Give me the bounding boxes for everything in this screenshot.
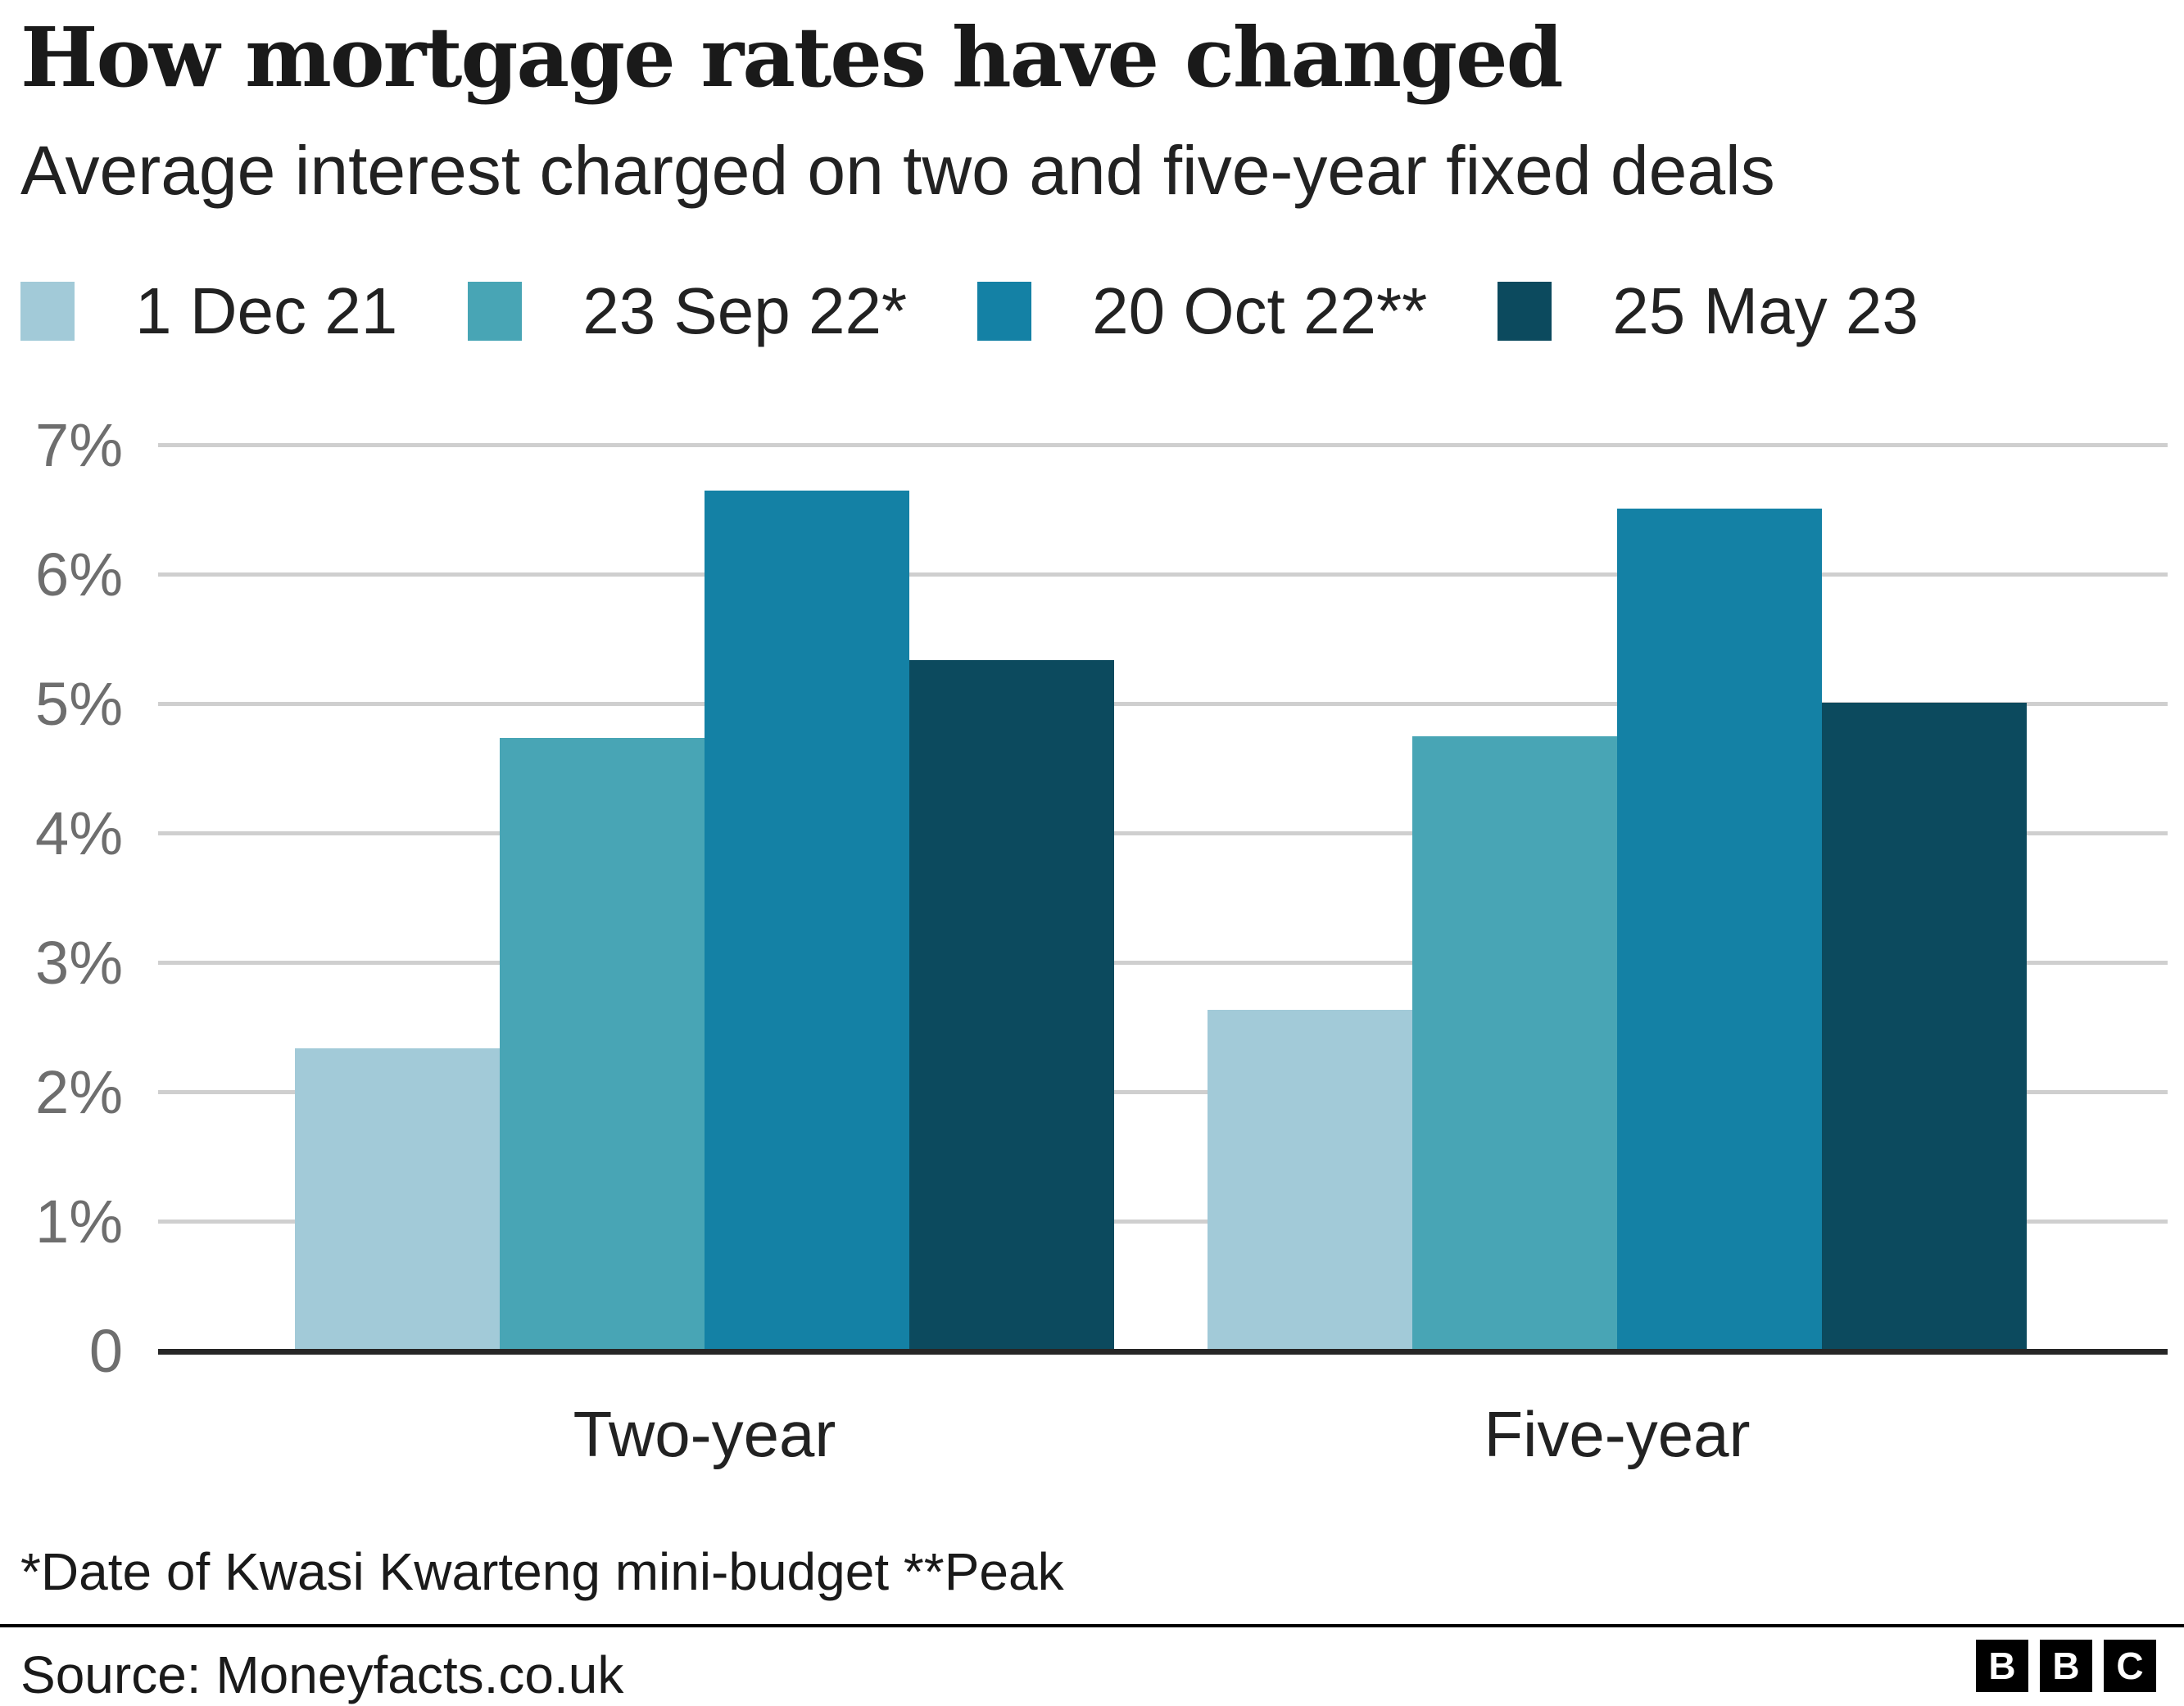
y-tick-7%: 7% xyxy=(35,411,123,479)
legend-swatch-icon xyxy=(1498,282,1552,341)
y-tick-4%: 4% xyxy=(35,799,123,867)
x-category-label-Two-year: Two-year xyxy=(573,1398,836,1470)
x-axis-line xyxy=(158,1349,2168,1355)
legend-item-23 Sep 22*: 23 Sep 22* xyxy=(468,274,907,349)
bar-Two-year-1 Dec 21 xyxy=(295,1048,500,1351)
gridline-5% xyxy=(158,702,2168,706)
bar-Five-year-25 May 23 xyxy=(1822,703,2027,1351)
legend-swatch-icon xyxy=(977,282,1032,341)
bar-Five-year-20 Oct 22** xyxy=(1617,509,1822,1351)
y-tick-0: 0 xyxy=(88,1317,123,1385)
source: Source: Moneyfacts.co.uk xyxy=(20,1645,624,1704)
gridline-4% xyxy=(158,831,2168,835)
legend-swatch-icon xyxy=(468,282,523,341)
legend-item-1 Dec 21: 1 Dec 21 xyxy=(20,274,397,349)
gridline-1% xyxy=(158,1220,2168,1224)
gridline-2% xyxy=(158,1090,2168,1094)
gridline-7% xyxy=(158,443,2168,447)
legend-label: 1 Dec 21 xyxy=(135,274,398,347)
gridline-3% xyxy=(158,961,2168,965)
bar-Two-year-20 Oct 22** xyxy=(705,491,909,1351)
y-tick-1%: 1% xyxy=(35,1188,123,1256)
y-tick-3%: 3% xyxy=(35,929,123,997)
bbc-logo-letter: B xyxy=(2040,1640,2092,1692)
bar-Two-year-25 May 23 xyxy=(909,660,1114,1351)
legend-item-25 May 23: 25 May 23 xyxy=(1498,274,1919,349)
bbc-logo-letter: B xyxy=(1976,1640,2028,1692)
legend-label: 20 Oct 22** xyxy=(1092,274,1428,347)
y-tick-6%: 6% xyxy=(35,541,123,609)
footnote: *Date of Kwasi Kwarteng mini-budget **Pe… xyxy=(20,1542,1064,1601)
y-tick-2%: 2% xyxy=(35,1058,123,1126)
y-tick-5%: 5% xyxy=(35,670,123,738)
chart-subtitle: Average interest charged on two and five… xyxy=(20,132,1775,209)
footer-divider xyxy=(0,1624,2184,1627)
bar-Five-year-1 Dec 21 xyxy=(1208,1010,1412,1351)
bar-Five-year-23 Sep 22* xyxy=(1412,736,1617,1351)
legend-label: 25 May 23 xyxy=(1612,274,1919,347)
legend: 1 Dec 21 23 Sep 22* 20 Oct 22** 25 May 23 xyxy=(20,274,1919,349)
bar-Two-year-23 Sep 22* xyxy=(500,738,705,1351)
legend-item-20 Oct 22**: 20 Oct 22** xyxy=(977,274,1427,349)
bbc-logo-letter: C xyxy=(2104,1640,2156,1692)
legend-label: 23 Sep 22* xyxy=(582,274,908,347)
chart-title: How mortgage rates have changed xyxy=(20,9,1564,106)
legend-swatch-icon xyxy=(20,282,75,341)
x-category-label-Five-year: Five-year xyxy=(1484,1398,1751,1470)
gridline-6% xyxy=(158,572,2168,577)
